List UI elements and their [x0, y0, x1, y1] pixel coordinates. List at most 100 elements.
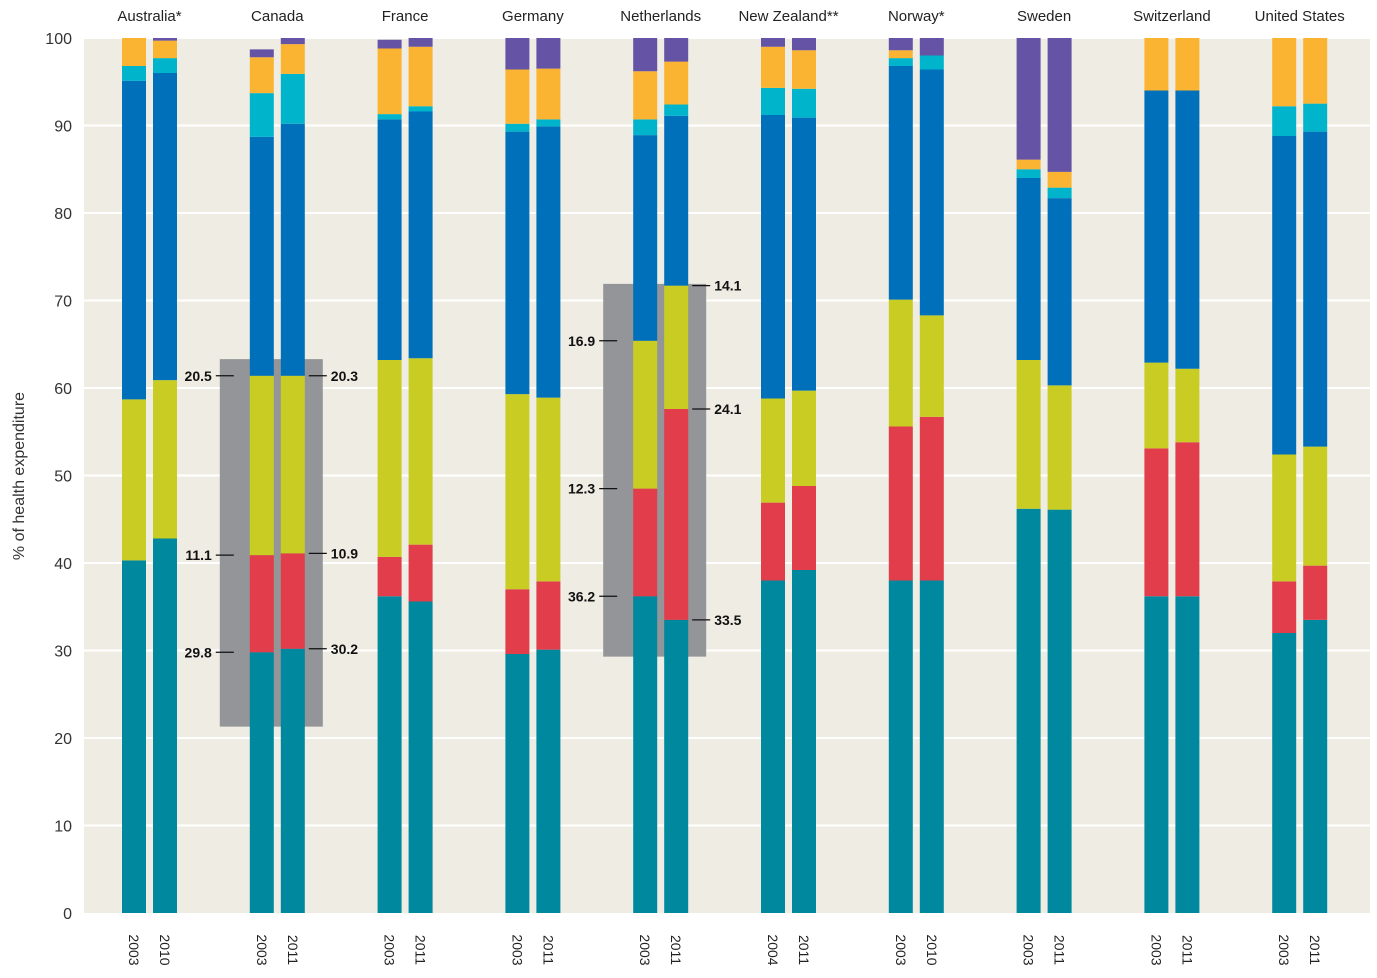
bar-segment — [153, 73, 177, 381]
bar-segment — [536, 38, 561, 69]
bar-segment — [1047, 198, 1072, 386]
country-label: France — [382, 8, 429, 25]
bar-segment — [761, 46, 785, 88]
labels: 0 10 20 30 40 50 60 70 80 90 100 Australia* 2003 2010… — [45, 8, 1344, 966]
bar-segment — [1016, 38, 1041, 160]
y-tick-label: 40 — [54, 556, 72, 573]
bar-segment — [1272, 106, 1297, 136]
bar-segment — [919, 580, 944, 913]
bar-segment — [1144, 596, 1169, 913]
bar-segment — [280, 44, 305, 74]
bar-segment — [664, 115, 689, 286]
bar-segment — [888, 66, 913, 300]
bar-segment — [761, 580, 785, 913]
bar-segment — [1047, 509, 1072, 913]
bars — [122, 38, 1328, 913]
bar-segment — [505, 589, 530, 654]
year-label: 2003 — [382, 934, 398, 965]
year-label: 2011 — [285, 935, 301, 965]
annotation-value: 29.8 — [185, 644, 212, 660]
bar-segment — [919, 315, 944, 417]
bar-segment — [1016, 159, 1041, 170]
country-label: Norway* — [888, 8, 945, 25]
year-label: 2011 — [796, 935, 812, 965]
bar-segment — [1303, 619, 1328, 913]
bar-segment — [122, 560, 146, 913]
bar-segment — [1047, 38, 1072, 172]
bar-segment — [633, 488, 658, 597]
bar-segment — [1272, 38, 1297, 107]
bar-segment — [505, 123, 530, 132]
bar-segment — [249, 93, 274, 137]
year-label: 2011 — [668, 935, 684, 965]
bar-segment — [505, 38, 530, 70]
annotation-value: 11.1 — [185, 547, 212, 563]
bar-segment — [633, 38, 658, 72]
annotation-value: 20.5 — [185, 368, 212, 384]
country-label: Sweden — [1017, 8, 1071, 25]
bar-segment — [1272, 454, 1297, 582]
bar-segment — [505, 654, 530, 913]
annotation-value: 10.9 — [331, 545, 358, 561]
y-tick-label: 0 — [63, 906, 72, 923]
bar-segment — [249, 375, 274, 556]
bar-segment — [664, 285, 689, 409]
annotation-value: 30.2 — [331, 641, 358, 657]
country-label: Canada — [251, 8, 304, 25]
bar-segment — [377, 360, 402, 557]
bar-segment — [377, 48, 402, 115]
bar-segment — [153, 538, 177, 913]
bar-segment — [888, 58, 913, 66]
country-label: Switzerland — [1133, 8, 1211, 25]
bar-segment — [1016, 508, 1041, 913]
annotation-value: 36.2 — [568, 588, 595, 604]
bar-segment — [536, 397, 561, 582]
bar-segment — [1144, 448, 1169, 597]
bar-segment — [153, 58, 177, 73]
bar-segment — [408, 544, 433, 602]
bar-segment — [761, 115, 785, 399]
bar-segment — [792, 486, 816, 570]
bar-segment — [280, 375, 305, 554]
bar-segment — [888, 38, 913, 51]
annotation-value: 16.9 — [568, 333, 595, 349]
bar-segment — [505, 394, 530, 590]
bar-segment — [249, 49, 274, 58]
annotation-value: 12.3 — [568, 481, 595, 497]
bar-segment — [888, 50, 913, 59]
bar-segment — [633, 340, 658, 489]
bar-segment — [153, 380, 177, 539]
bar-segment — [633, 119, 658, 136]
bar-segment — [280, 553, 305, 649]
year-label: 2010 — [924, 934, 940, 965]
y-tick-label: 20 — [54, 731, 72, 748]
bar-segment — [792, 570, 816, 913]
bar-segment — [792, 88, 816, 118]
bar-segment — [377, 39, 402, 49]
bar-segment — [1047, 171, 1072, 188]
y-tick-label: 80 — [54, 206, 72, 223]
bar-segment — [1303, 38, 1328, 104]
bar-segment — [664, 104, 689, 116]
year-label: 2003 — [509, 934, 525, 965]
bar-segment — [1175, 442, 1200, 597]
bar-segment — [633, 135, 658, 341]
bar-segment — [536, 119, 561, 127]
year-label: 2011 — [1307, 935, 1323, 965]
annotations: 20.5 11.1 29.8 20.3 10.9 30.2 16.9 12.3 36.2 14.1… — [185, 278, 742, 661]
year-label: 2011 — [540, 935, 556, 965]
y-tick-label: 50 — [54, 469, 72, 486]
bar-segment — [1303, 565, 1328, 620]
bar-segment — [377, 114, 402, 120]
bar-segment — [792, 117, 816, 391]
bar-segment — [122, 38, 146, 66]
bar-segment — [919, 416, 944, 581]
bar-segment — [1175, 368, 1200, 443]
annotation-value: 14.1 — [714, 278, 741, 294]
year-label: 2003 — [637, 934, 653, 965]
bar-segment — [1016, 169, 1041, 178]
bar-segment — [888, 580, 913, 913]
bar-segment — [761, 398, 785, 503]
y-tick-label: 10 — [54, 819, 72, 836]
